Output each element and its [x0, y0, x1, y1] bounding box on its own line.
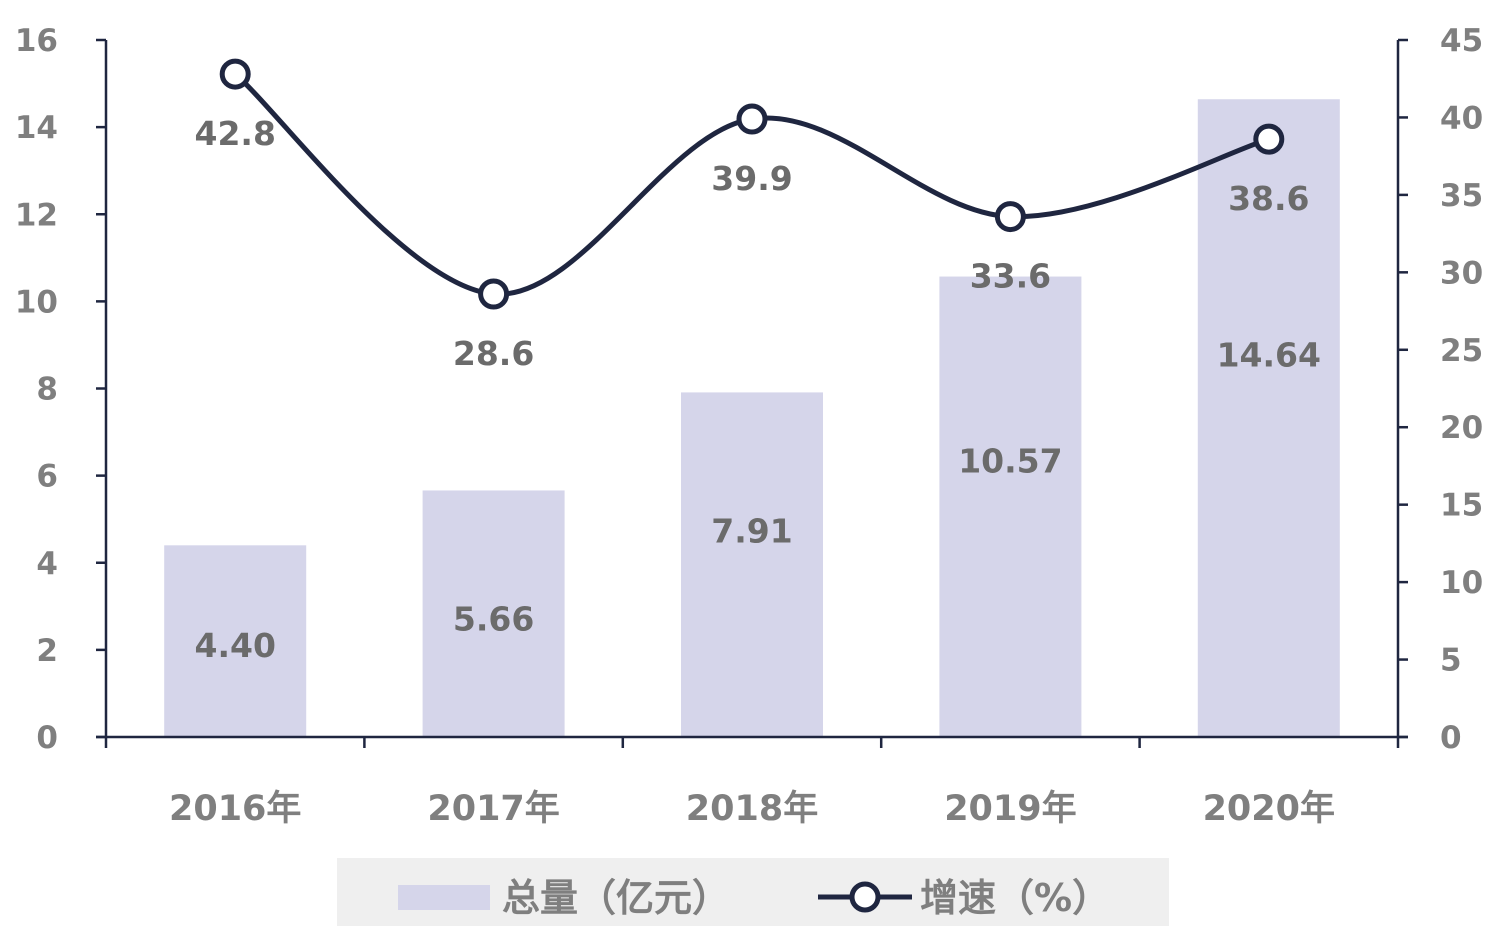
- right-axis-tick-label: 45: [1440, 23, 1483, 59]
- growth-point: [1253, 123, 1285, 155]
- right-axis-tick-label: 5: [1440, 643, 1462, 679]
- line-layer: [219, 58, 1285, 310]
- growth-value-label: 33.6: [970, 257, 1051, 296]
- left-axis-tick-label: 12: [15, 197, 58, 233]
- left-axis-tick-label: 2: [36, 633, 58, 669]
- growth-point: [736, 103, 768, 135]
- x-axis-category-label: 2019年: [944, 789, 1076, 829]
- left-axis-tick-label: 4: [36, 546, 58, 582]
- growth-point: [994, 201, 1026, 233]
- bar: [939, 276, 1082, 737]
- bar-value-label: 7.91: [711, 511, 792, 550]
- right-axis-tick-label: 20: [1440, 410, 1483, 446]
- growth-value-label: 39.9: [711, 159, 792, 198]
- right-axis-tick-label: 25: [1440, 333, 1483, 369]
- growth-value-label: 38.6: [1228, 179, 1309, 218]
- legend-line-marker: [849, 881, 881, 913]
- bar-value-label: 5.66: [453, 600, 534, 639]
- bar-value-label: 14.64: [1217, 335, 1321, 374]
- left-axis-tick-label: 16: [15, 23, 58, 59]
- right-axis-tick-label: 35: [1440, 178, 1483, 214]
- legend-bar-swatch: [398, 885, 490, 910]
- bar: [1197, 99, 1340, 738]
- growth-line: [233, 72, 1270, 297]
- left-axis-tick-label: 0: [36, 720, 58, 756]
- axes-layer: 0 2 4 6 8 10 12 14 16 0 5 10 15 20 25 30 35 40 45 2016年 2017…: [15, 23, 1483, 829]
- bar: [422, 490, 565, 737]
- growth-value-label: 28.6: [453, 334, 534, 373]
- left-axis-tick-label: 14: [15, 110, 58, 146]
- legend-bar-label: 总量（亿元）: [502, 876, 730, 920]
- bars-layer: [164, 99, 1340, 738]
- x-axis-category-label: 2020年: [1203, 789, 1335, 829]
- bar-value-label: 4.40: [194, 626, 275, 665]
- right-axis-tick-label: 0: [1440, 720, 1462, 756]
- legend-line-label: 增速（%）: [920, 876, 1110, 920]
- bar-value-label: 10.57: [958, 442, 1062, 481]
- left-axis-tick-label: 6: [36, 459, 58, 495]
- right-axis-tick-label: 40: [1440, 100, 1483, 136]
- left-axis-tick-label: 10: [15, 284, 58, 320]
- bar: [164, 545, 307, 737]
- x-axis-category-label: 2016年: [169, 789, 301, 829]
- right-axis-tick-label: 10: [1440, 565, 1483, 601]
- growth-value-label: 42.8: [194, 114, 275, 153]
- x-axis-category-label: 2018年: [686, 789, 818, 829]
- x-axis-category-label: 2017年: [427, 789, 559, 829]
- right-axis-tick-label: 15: [1440, 488, 1483, 524]
- growth-point: [478, 278, 510, 310]
- labels-layer: 4.40 5.66 7.91 10.57 14.64 42.8 28.6 39.9 33.6 38…: [194, 114, 1321, 665]
- legend: 总量（亿元） 增速（%）: [337, 858, 1169, 926]
- growth-point: [219, 58, 251, 90]
- right-axis-tick-label: 30: [1440, 255, 1483, 291]
- left-axis-tick-label: 8: [36, 372, 58, 408]
- bar: [681, 392, 823, 737]
